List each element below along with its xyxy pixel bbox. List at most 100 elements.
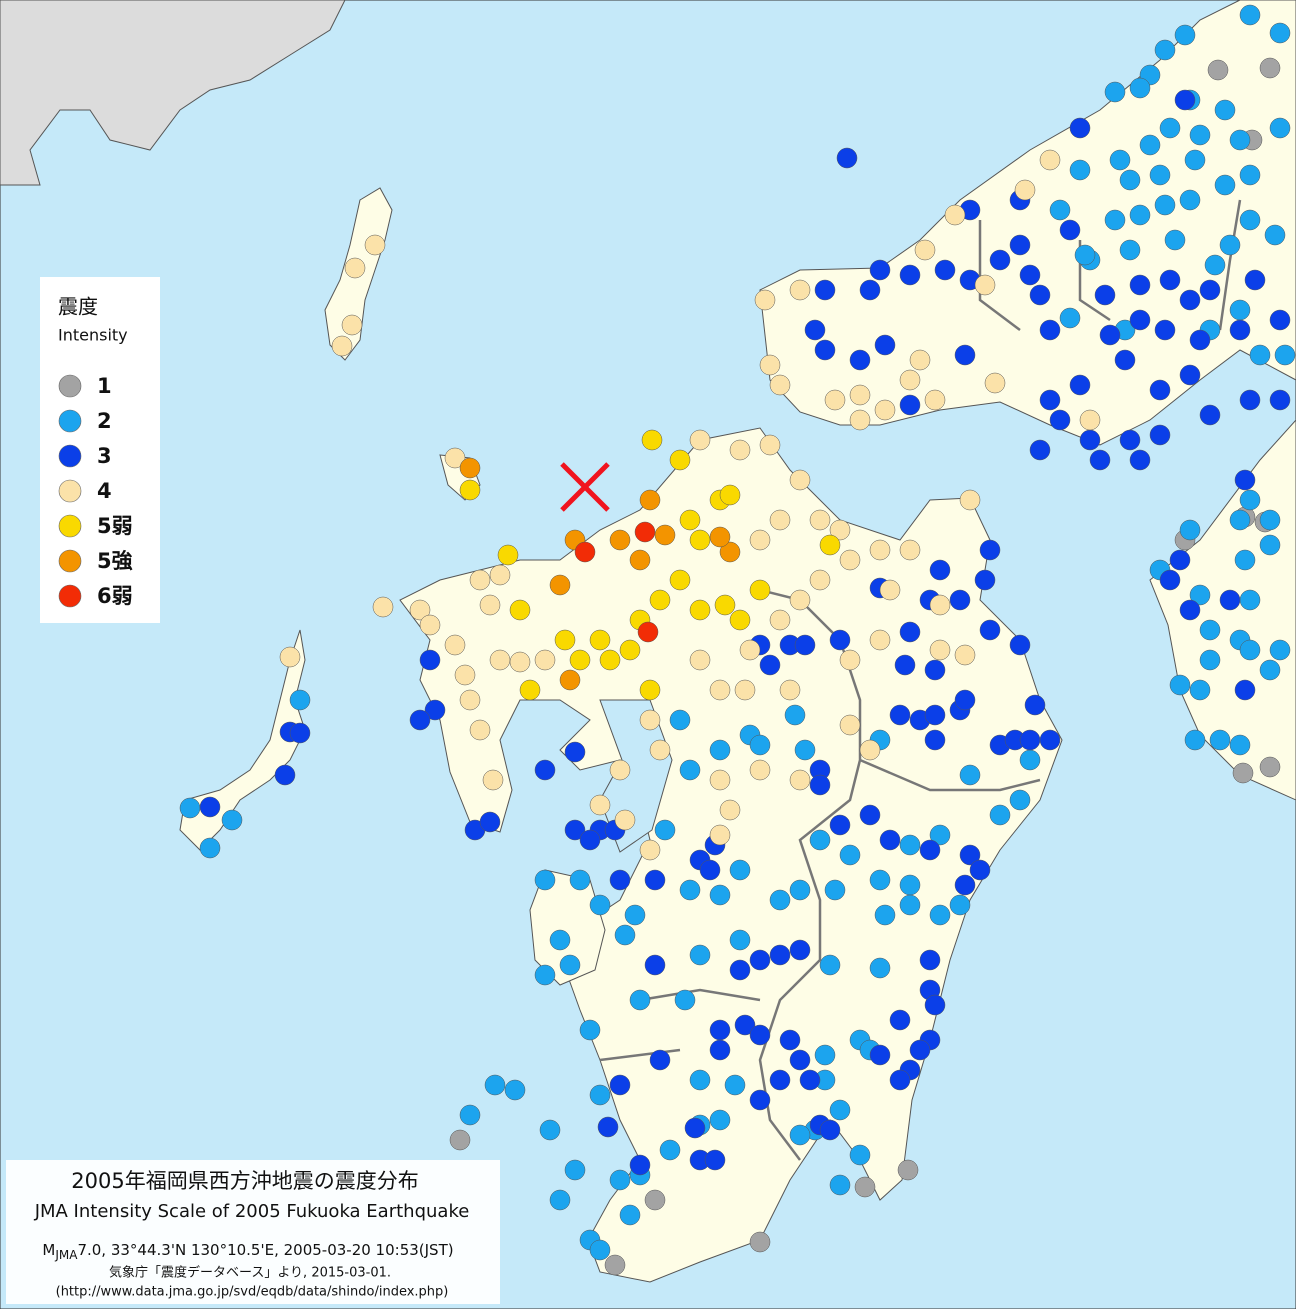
station <box>1059 307 1081 329</box>
station <box>829 1174 851 1196</box>
station <box>899 394 921 416</box>
amakusa <box>529 869 606 986</box>
station <box>289 689 311 711</box>
station <box>409 709 431 731</box>
station <box>449 1129 471 1151</box>
station <box>839 649 861 671</box>
station <box>1269 117 1291 139</box>
station <box>1049 199 1071 221</box>
station <box>614 924 636 946</box>
station <box>1274 344 1296 366</box>
station <box>1189 584 1211 606</box>
station <box>1239 389 1261 411</box>
station <box>629 1154 651 1176</box>
station <box>1059 219 1081 241</box>
station <box>1269 639 1291 661</box>
station <box>949 589 971 611</box>
station <box>614 809 636 831</box>
legend-title: 震度 <box>58 295 98 319</box>
station <box>679 509 701 531</box>
legend-swatch <box>58 584 82 608</box>
station <box>749 579 771 601</box>
station <box>419 649 441 671</box>
station <box>679 879 701 901</box>
station <box>1014 179 1036 201</box>
station <box>1154 39 1176 61</box>
station <box>784 704 806 726</box>
station <box>689 529 711 551</box>
prefecture-border <box>599 758 1041 1062</box>
station <box>729 439 751 461</box>
station <box>1169 549 1191 571</box>
station <box>489 649 511 671</box>
station <box>909 1039 931 1061</box>
station <box>819 954 841 976</box>
station <box>1219 589 1241 611</box>
station <box>769 509 791 531</box>
station <box>897 1159 919 1181</box>
station <box>554 629 576 651</box>
station <box>869 869 891 891</box>
station <box>1229 319 1251 341</box>
station <box>789 1049 811 1071</box>
station <box>624 904 646 926</box>
station <box>372 596 394 618</box>
station <box>644 869 666 891</box>
legend-subtitle: Intensity <box>58 326 128 345</box>
station <box>1079 409 1101 431</box>
station <box>869 259 891 281</box>
station <box>1039 149 1061 171</box>
station <box>1229 299 1251 321</box>
station <box>989 804 1011 826</box>
station <box>1179 364 1201 386</box>
station <box>769 1069 791 1091</box>
station <box>1039 729 1061 751</box>
station <box>894 654 916 676</box>
legend-label: 4 <box>97 479 112 503</box>
station <box>719 484 741 506</box>
station <box>1074 244 1096 266</box>
epicenter-mark <box>560 462 610 512</box>
station <box>459 457 481 479</box>
station <box>597 1116 619 1138</box>
station <box>1199 619 1221 641</box>
station <box>1159 269 1181 291</box>
station <box>1129 204 1151 226</box>
station <box>1234 549 1256 571</box>
station <box>984 372 1006 394</box>
station <box>1239 639 1261 661</box>
station <box>1189 329 1211 351</box>
station <box>759 654 781 676</box>
station <box>609 759 631 781</box>
station <box>789 279 811 301</box>
station <box>974 274 996 296</box>
station <box>489 564 511 586</box>
station <box>649 1049 671 1071</box>
station <box>1234 469 1256 491</box>
station <box>279 646 301 668</box>
station <box>689 599 711 621</box>
station <box>1009 634 1031 656</box>
station <box>1179 599 1201 621</box>
station <box>1104 81 1126 103</box>
station <box>1269 22 1291 44</box>
station <box>1244 269 1266 291</box>
station <box>959 764 981 786</box>
station <box>874 904 896 926</box>
station <box>849 349 871 371</box>
station <box>1129 449 1151 471</box>
station <box>719 541 741 563</box>
station <box>1129 77 1151 99</box>
station <box>1229 734 1251 756</box>
station <box>604 1254 626 1276</box>
station <box>1039 389 1061 411</box>
station <box>444 634 466 656</box>
station <box>959 489 981 511</box>
station <box>1179 289 1201 311</box>
station <box>814 279 836 301</box>
station <box>954 874 976 896</box>
station <box>809 569 831 591</box>
station <box>709 526 731 548</box>
station <box>1079 429 1101 451</box>
station <box>869 629 891 651</box>
